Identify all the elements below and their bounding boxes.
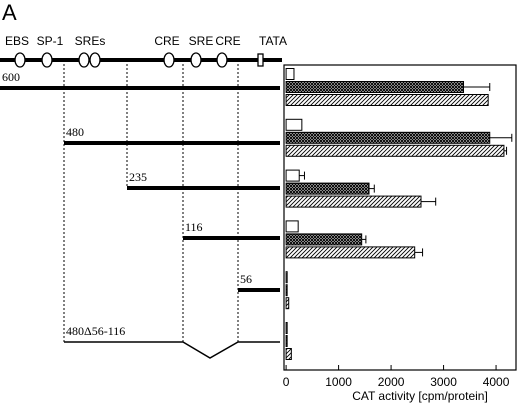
plot-frame	[283, 64, 517, 371]
bar	[285, 220, 299, 233]
x-tick-label: 3000	[430, 375, 457, 389]
bar	[285, 335, 288, 347]
bar	[285, 284, 288, 297]
construct-label: 56	[240, 272, 252, 286]
element-label: SREs	[75, 34, 106, 48]
bar	[285, 169, 300, 182]
bar	[285, 131, 491, 144]
x-tick-label: 4000	[483, 375, 510, 389]
bar	[285, 68, 295, 80]
bar	[285, 322, 288, 334]
construct-label: 600	[2, 70, 20, 84]
bar	[285, 94, 489, 106]
bar	[285, 246, 416, 259]
construct-label: 480	[66, 125, 84, 139]
panel-label: A	[2, 0, 17, 25]
x-axis-label: CAT activity [cpm/protein]	[352, 389, 488, 403]
bar	[285, 144, 505, 157]
x-tick-label: 0	[283, 375, 290, 389]
bar	[285, 118, 303, 131]
promoter-elements	[14, 52, 264, 68]
element-label: TATA	[259, 34, 287, 48]
element-label: SP-1	[37, 34, 64, 48]
bar	[285, 182, 370, 195]
construct-label: 116	[185, 220, 203, 234]
element-label: SRE	[189, 34, 214, 48]
deletion-line	[64, 341, 280, 359]
bar	[285, 271, 288, 284]
element-label: CRE	[154, 34, 179, 48]
dashed-guides	[63, 64, 239, 342]
bar	[285, 297, 290, 310]
element-label: CRE	[215, 34, 240, 48]
construct-label: 480Δ56-116	[66, 324, 125, 338]
bar	[285, 81, 465, 93]
element-label: EBS	[5, 34, 29, 48]
x-tick-label: 1000	[325, 375, 352, 389]
bar	[285, 233, 363, 246]
x-tick-label: 2000	[378, 375, 405, 389]
construct-label: 235	[129, 170, 147, 184]
bar	[285, 195, 422, 208]
bar	[285, 348, 292, 360]
